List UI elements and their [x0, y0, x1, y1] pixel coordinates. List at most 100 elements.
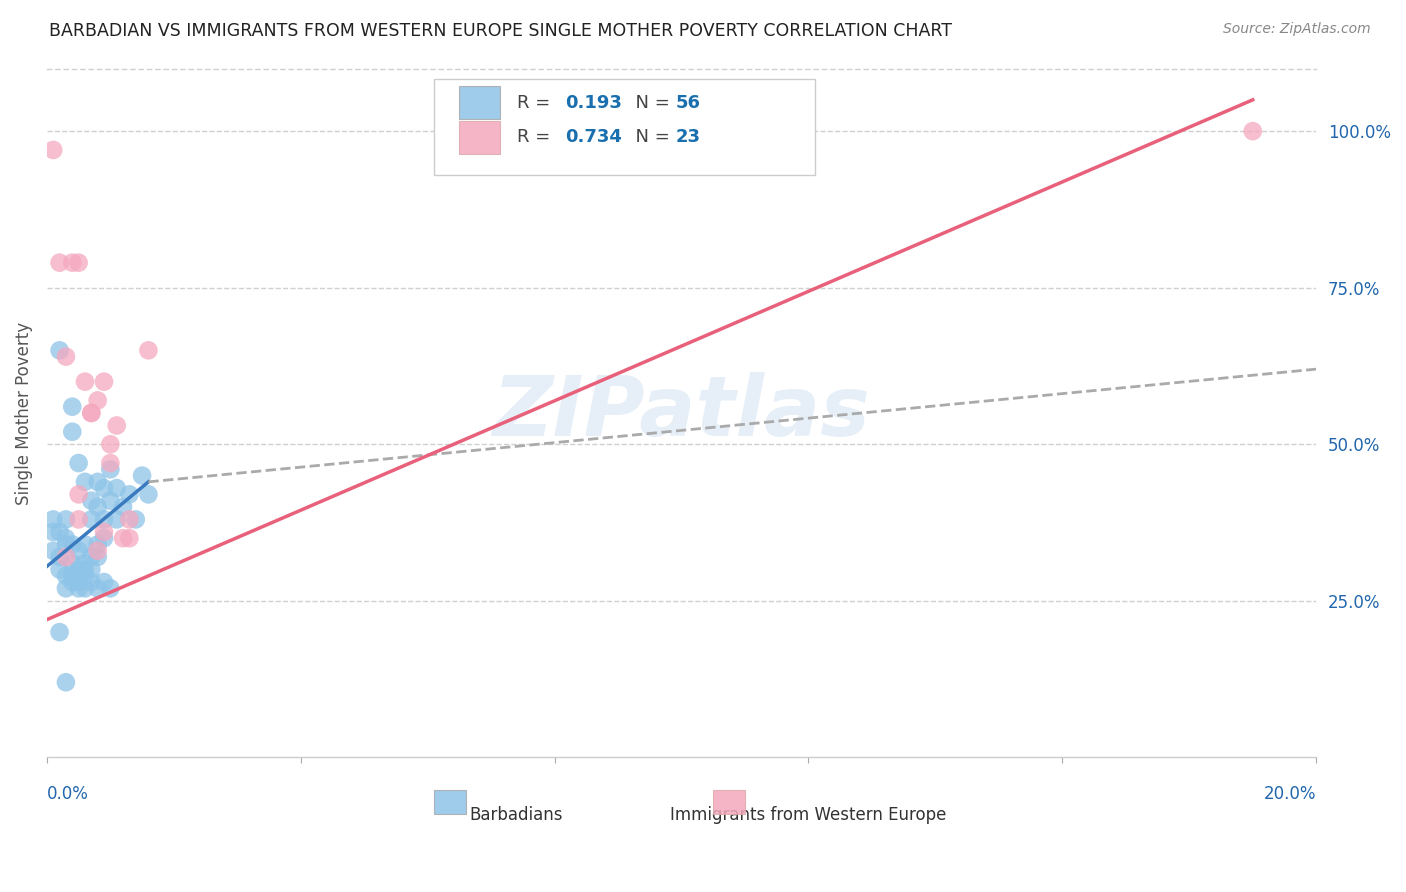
Text: Barbadians: Barbadians	[470, 805, 564, 823]
Point	[48, 343, 70, 358]
Point	[55, 531, 77, 545]
Point	[73, 475, 96, 489]
Point	[48, 524, 70, 539]
Point	[80, 562, 103, 576]
Point	[73, 582, 96, 596]
Point	[67, 562, 90, 576]
Point	[48, 625, 70, 640]
Text: R =: R =	[516, 128, 555, 146]
FancyBboxPatch shape	[460, 87, 501, 120]
Point	[60, 556, 83, 570]
Point	[80, 406, 103, 420]
Point	[42, 543, 65, 558]
Text: 56: 56	[675, 94, 700, 112]
Point	[80, 493, 103, 508]
Point	[86, 543, 108, 558]
Point	[118, 487, 141, 501]
Point	[98, 437, 121, 451]
Point	[42, 524, 65, 539]
Point	[118, 512, 141, 526]
Point	[80, 406, 103, 420]
Point	[86, 549, 108, 564]
Point	[55, 675, 77, 690]
Text: 0.0%: 0.0%	[46, 785, 89, 803]
Point	[80, 549, 103, 564]
Point	[93, 524, 115, 539]
Point	[112, 500, 135, 514]
FancyBboxPatch shape	[434, 78, 815, 176]
Point	[86, 500, 108, 514]
Point	[55, 582, 77, 596]
Point	[55, 537, 77, 551]
Point	[131, 468, 153, 483]
Point	[42, 512, 65, 526]
Point	[98, 462, 121, 476]
Point	[55, 350, 77, 364]
Y-axis label: Single Mother Poverty: Single Mother Poverty	[15, 321, 32, 505]
Point	[67, 512, 90, 526]
Point	[73, 556, 96, 570]
Point	[138, 343, 160, 358]
Point	[98, 456, 121, 470]
Text: 0.734: 0.734	[565, 128, 621, 146]
Point	[86, 582, 108, 596]
FancyBboxPatch shape	[434, 789, 465, 814]
Point	[125, 512, 148, 526]
Point	[93, 512, 115, 526]
Point	[67, 543, 90, 558]
Point	[80, 512, 103, 526]
Point	[73, 537, 96, 551]
Point	[42, 143, 65, 157]
Point	[93, 575, 115, 590]
Text: N =: N =	[624, 128, 676, 146]
Point	[86, 475, 108, 489]
Point	[105, 418, 128, 433]
Point	[98, 582, 121, 596]
Point	[93, 531, 115, 545]
Point	[105, 512, 128, 526]
Point	[118, 531, 141, 545]
FancyBboxPatch shape	[460, 121, 501, 154]
Point	[73, 562, 96, 576]
Text: BARBADIAN VS IMMIGRANTS FROM WESTERN EUROPE SINGLE MOTHER POVERTY CORRELATION CH: BARBADIAN VS IMMIGRANTS FROM WESTERN EUR…	[49, 22, 952, 40]
Point	[67, 575, 90, 590]
Point	[67, 582, 90, 596]
FancyBboxPatch shape	[713, 789, 745, 814]
Point	[98, 493, 121, 508]
Point	[86, 393, 108, 408]
Point	[1241, 124, 1264, 138]
Point	[73, 569, 96, 583]
Point	[67, 255, 90, 269]
Point	[138, 487, 160, 501]
Point	[60, 575, 83, 590]
Text: R =: R =	[516, 94, 555, 112]
Point	[93, 481, 115, 495]
Point	[60, 569, 83, 583]
Point	[60, 400, 83, 414]
Point	[55, 569, 77, 583]
Point	[60, 537, 83, 551]
Point	[67, 562, 90, 576]
Point	[73, 375, 96, 389]
Point	[67, 487, 90, 501]
Point	[55, 549, 77, 564]
Text: 20.0%: 20.0%	[1264, 785, 1316, 803]
Text: N =: N =	[624, 94, 676, 112]
Text: 23: 23	[675, 128, 700, 146]
Text: Immigrants from Western Europe: Immigrants from Western Europe	[671, 805, 946, 823]
Point	[67, 456, 90, 470]
Point	[86, 537, 108, 551]
Point	[80, 575, 103, 590]
Point	[93, 375, 115, 389]
Point	[60, 425, 83, 439]
Text: Source: ZipAtlas.com: Source: ZipAtlas.com	[1223, 22, 1371, 37]
Text: ZIPatlas: ZIPatlas	[492, 373, 870, 453]
Text: 0.193: 0.193	[565, 94, 621, 112]
Point	[48, 562, 70, 576]
Point	[105, 481, 128, 495]
Point	[48, 549, 70, 564]
Point	[60, 255, 83, 269]
Point	[112, 531, 135, 545]
Point	[55, 512, 77, 526]
Point	[48, 255, 70, 269]
